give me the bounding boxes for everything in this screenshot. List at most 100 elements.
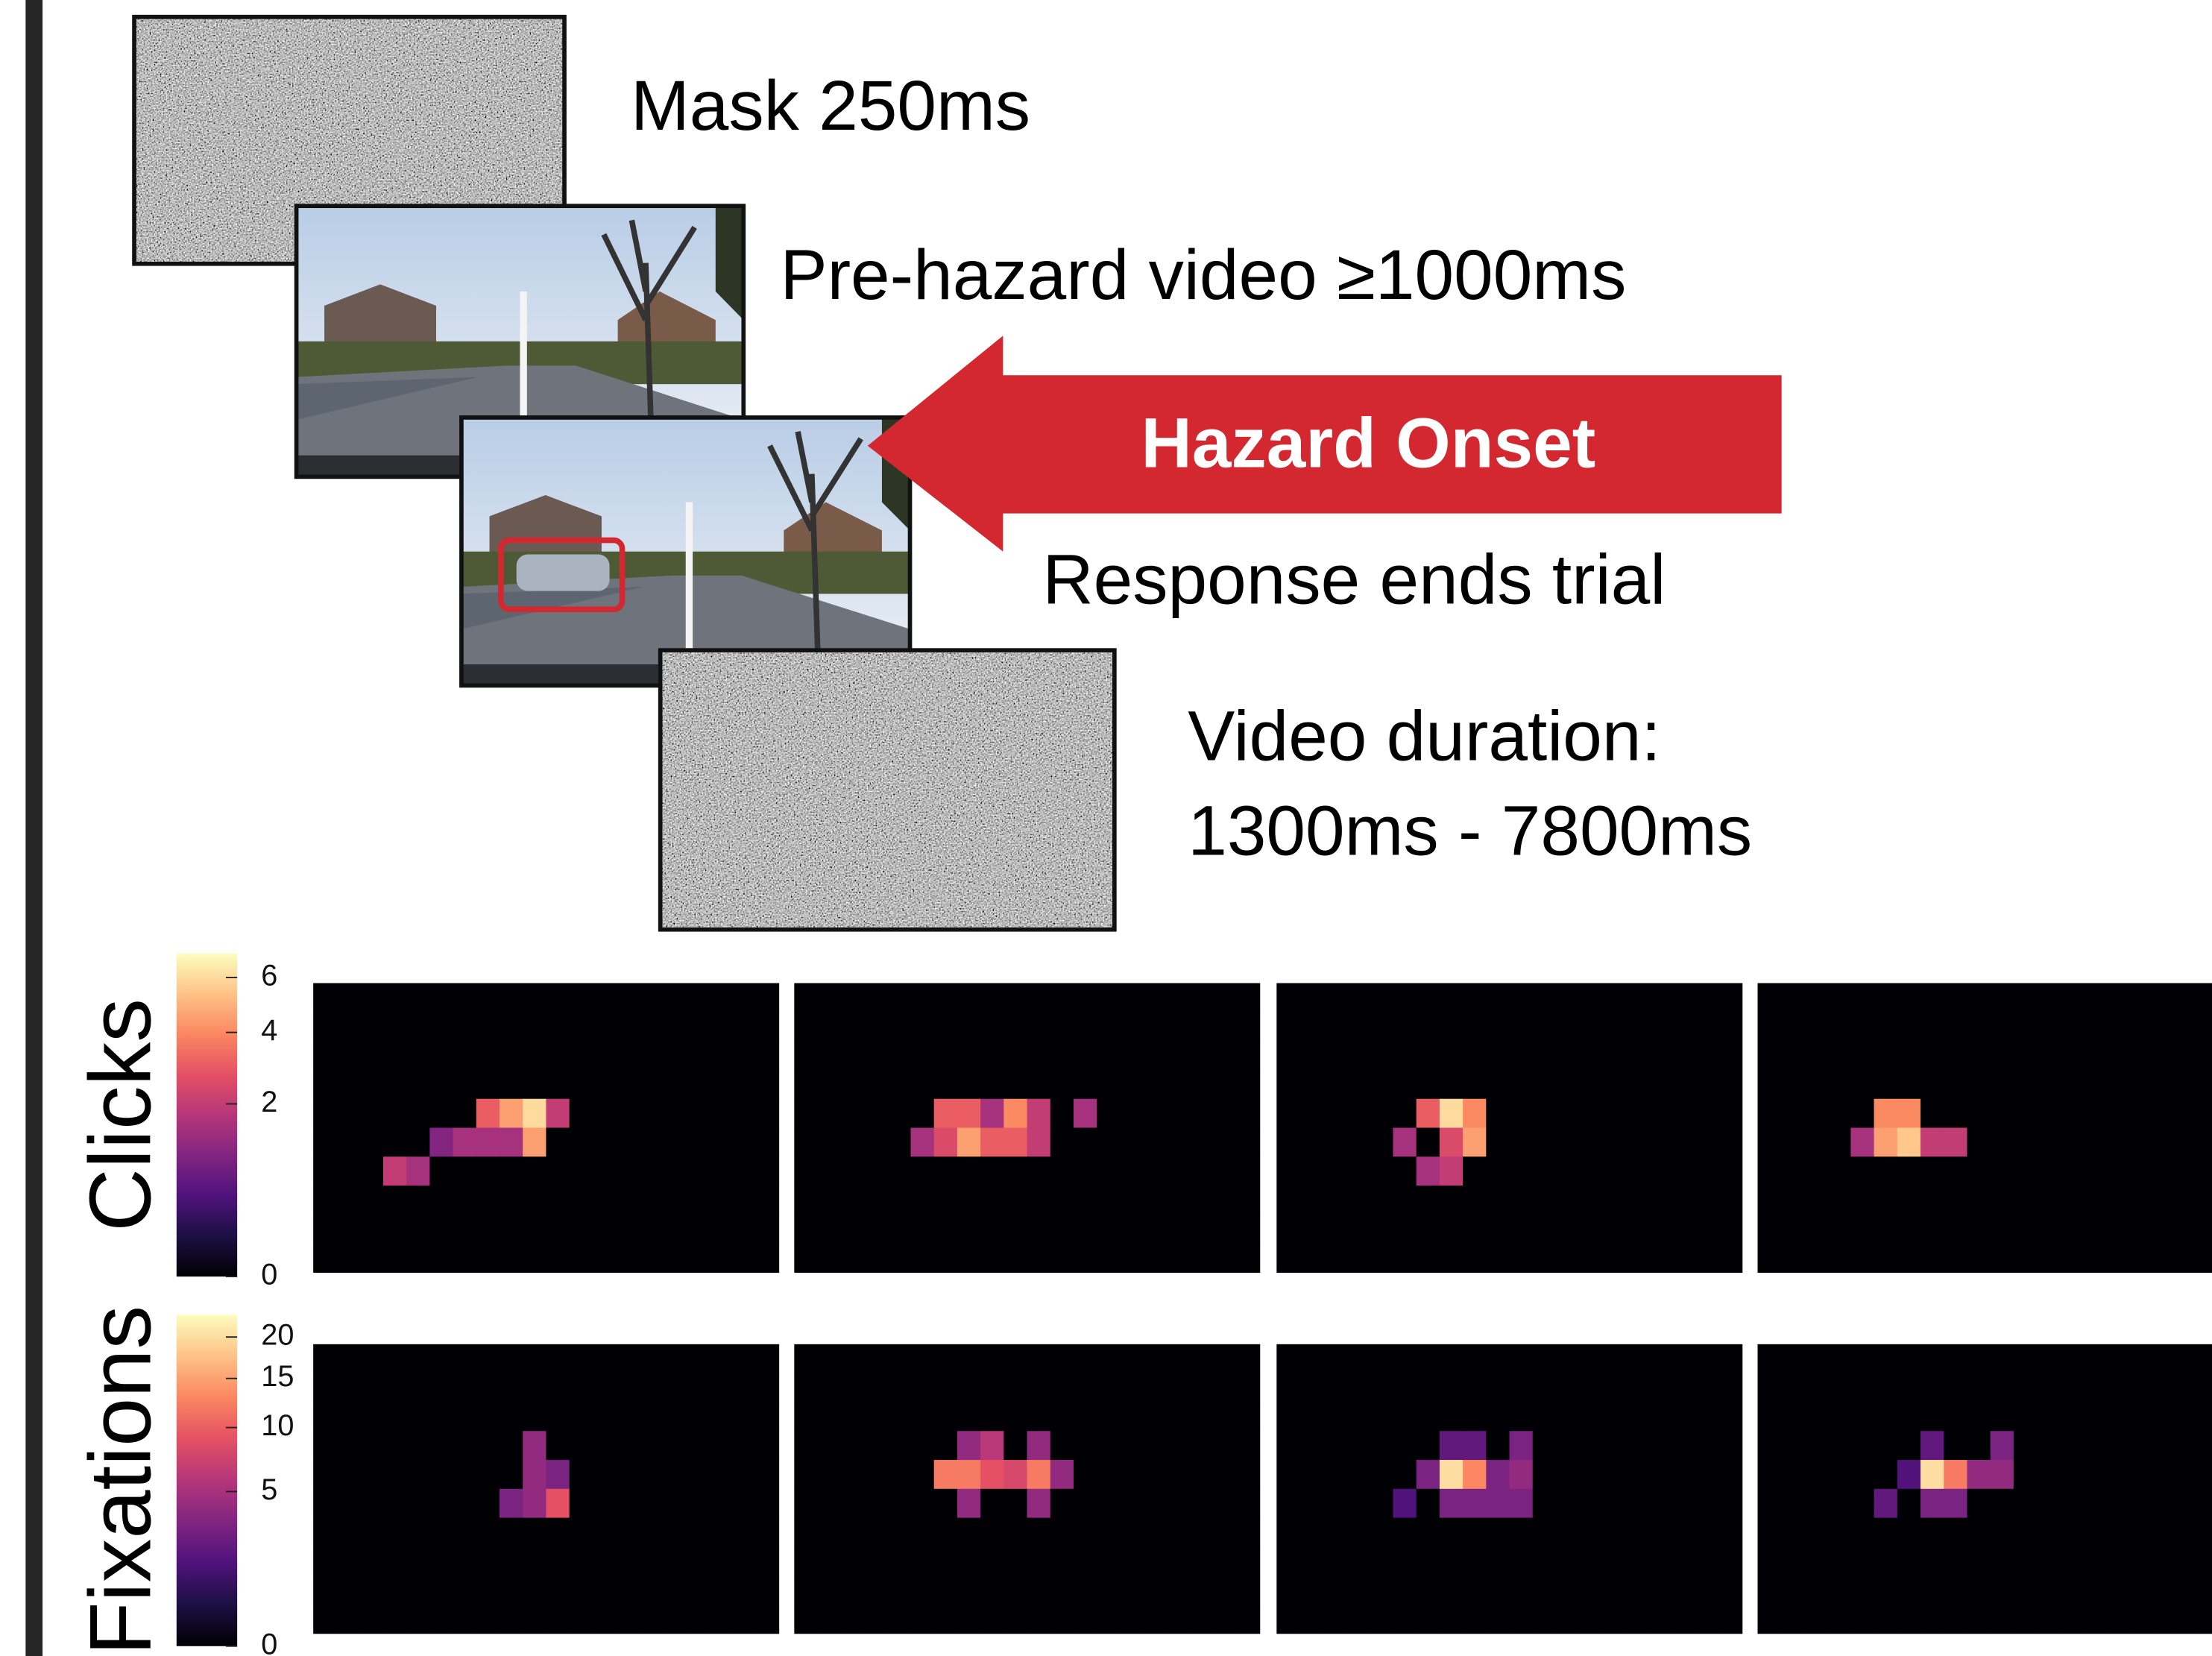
heatmap-cell [1143, 983, 1168, 1013]
heatmap-cell [1370, 1214, 1394, 1244]
heatmap-cell [523, 983, 547, 1013]
heatmap-cell [1757, 1460, 1782, 1490]
heatmap-cell [1346, 1575, 1370, 1605]
heatmap-cell [1827, 1488, 1851, 1519]
heatmap-cell [864, 1127, 888, 1157]
heatmap-cell [1803, 1517, 1828, 1547]
heatmap-cell [639, 1431, 664, 1461]
heatmap-cell [2153, 1460, 2177, 1490]
heatmap-cell [1299, 1373, 1324, 1403]
heatmap-cell [1509, 983, 1534, 1013]
heatmap-cell [406, 1098, 430, 1129]
heatmap-cell [1757, 1488, 1782, 1519]
heatmap-cell [1695, 1373, 1720, 1403]
heatmap-cell [2037, 1604, 2061, 1634]
heatmap-cell [2013, 1012, 2038, 1042]
heatmap-cell [2153, 1041, 2177, 1071]
heatmap-cell [1780, 1402, 1805, 1432]
heatmap-cell [2153, 1156, 2177, 1186]
heatmap-cell [1299, 1156, 1324, 1186]
heatmap-cell [1874, 1243, 1898, 1273]
heatmap-cell [1602, 1373, 1627, 1403]
heatmap-cell [755, 1127, 780, 1157]
heatmap-cell [2083, 1431, 2108, 1461]
heatmap-cell [1509, 1575, 1534, 1605]
heatmap-cell [1757, 983, 1782, 1013]
heatmap-cell [910, 1069, 935, 1100]
heatmap-cell [662, 1546, 687, 1576]
heatmap-cell [1439, 1488, 1463, 1519]
heatmap-cell [794, 1344, 819, 1374]
heatmap-cell [1850, 1604, 1875, 1634]
heatmap-cell [1213, 1373, 1238, 1403]
heatmap-cell [662, 1488, 687, 1519]
heatmap-cell [2037, 1041, 2061, 1071]
heatmap-cell [794, 1156, 819, 1186]
heatmap-cell [359, 1431, 384, 1461]
heatmap-cell [1213, 1546, 1238, 1576]
heatmap-cell [359, 1546, 384, 1576]
heatmap-cell [2083, 1156, 2108, 1186]
heatmap-cell [1213, 1069, 1238, 1100]
heatmap-cell [1648, 1243, 1673, 1273]
heatmap-cell [1827, 1460, 1851, 1490]
heatmap-cell [2060, 1127, 2085, 1157]
heatmap-cell [500, 1575, 523, 1605]
heatmap-cell [1648, 1373, 1673, 1403]
colorbar-tick-label: 6 [261, 960, 277, 992]
heatmap-cell [500, 1488, 523, 1519]
heatmap-cell [1346, 1069, 1370, 1100]
heatmap-cell [1718, 1546, 1743, 1576]
heatmap-cell [957, 1431, 981, 1461]
heatmap-cell [1143, 1186, 1168, 1215]
heatmap-cell [755, 1546, 780, 1576]
heatmap-cell [1602, 1186, 1627, 1215]
heatmap-cell [1370, 1460, 1394, 1490]
heatmap-cell [1276, 1460, 1301, 1490]
heatmap-cell [1299, 1460, 1324, 1490]
heatmap-cell [1920, 1460, 1944, 1490]
heatmap-cell [2129, 1243, 2154, 1273]
heatmap-cell [1874, 1127, 1898, 1157]
heatmap-cell [1648, 1098, 1673, 1129]
heatmap-cell [1370, 1069, 1394, 1100]
heatmap-cell [840, 1460, 865, 1490]
heatmap-cell [336, 1575, 361, 1605]
heatmap-cell [2106, 1517, 2131, 1547]
heatmap-cell [1003, 1604, 1028, 1634]
heatmap-cell [359, 1098, 384, 1129]
heatmap-cell [732, 1186, 756, 1215]
heatmap-cell [1850, 1098, 1875, 1129]
heatmap-cell [2106, 1156, 2131, 1186]
heatmap-cell [1213, 1488, 1238, 1519]
heatmap-cell [2083, 1041, 2108, 1071]
heatmap-cell [1718, 1575, 1743, 1605]
heatmap-cell [2083, 1488, 2108, 1519]
heatmap-cell [453, 1012, 477, 1042]
heatmap-cell [1874, 1546, 1898, 1576]
heatmap-cell [980, 1546, 1004, 1576]
heatmap-cell [864, 1546, 888, 1576]
heatmap-cell [933, 1575, 958, 1605]
heatmap-cell [2129, 1069, 2154, 1100]
heatmap-cell [523, 1517, 547, 1547]
heatmap-cell [1695, 1041, 1720, 1071]
heatmap-cell [1213, 1402, 1238, 1432]
heatmap-cell [1166, 1098, 1191, 1129]
heatmap-cell [864, 1098, 888, 1129]
heatmap-cell [1532, 1373, 1557, 1403]
heatmap-cell [2199, 983, 2212, 1013]
heatmap-cell [592, 1214, 617, 1244]
heatmap-cell [1486, 1488, 1510, 1519]
heatmap-cell [1073, 1156, 1097, 1186]
heatmap-cell [794, 1546, 819, 1576]
heatmap-cell [708, 1186, 733, 1215]
heatmap-cell [1073, 1214, 1097, 1244]
heatmap-cell [1416, 1012, 1440, 1042]
heatmap-cell [1439, 1373, 1463, 1403]
heatmap-cell [1602, 1012, 1627, 1042]
heatmap-cell [1323, 1402, 1347, 1432]
heatmap-cell [429, 1344, 454, 1374]
heatmap-cell [1463, 1344, 1487, 1374]
heatmap-cell [794, 1041, 819, 1071]
